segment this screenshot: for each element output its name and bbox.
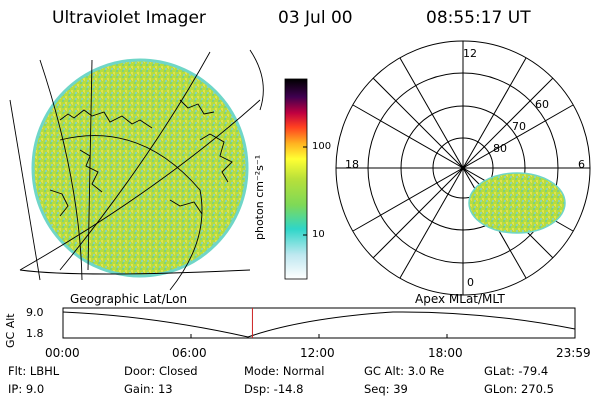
info-door: Door: Closed	[124, 364, 198, 378]
mlt-label-0: 0	[467, 276, 474, 289]
polar-plot	[335, 40, 591, 296]
mlat-label-80: 80	[493, 142, 507, 155]
grid-lines	[9, 49, 264, 291]
info-mode: Mode: Normal	[244, 364, 325, 378]
colorbar-tick-10: 10	[312, 229, 325, 240]
timeline-ytick-max: 9.0	[26, 306, 44, 319]
timeline-ylabel: GC Alt	[4, 313, 17, 348]
timeline-xtick-1800: 18:00	[428, 346, 463, 360]
timeline-ytick-min: 1.8	[26, 327, 44, 340]
mlt-label-18: 18	[345, 158, 359, 171]
timeline-xtick-2359: 23:59	[556, 346, 591, 360]
colorbar-unit-label: photon cm⁻²s⁻¹	[253, 154, 266, 240]
timeline-xtick-0600: 06:00	[172, 346, 207, 360]
mlat-label-70: 70	[512, 120, 526, 133]
observation-time: 08:55:17 UT	[426, 8, 531, 28]
aurora-disk	[31, 58, 249, 278]
left-panel-label: Geographic Lat/Lon	[70, 292, 188, 306]
mlt-label-12: 12	[463, 47, 477, 60]
info-ip: IP: 9.0	[8, 382, 45, 396]
info-gc-alt: GC Alt: 3.0 Re	[364, 364, 445, 378]
info-gain: Gain: 13	[124, 382, 173, 396]
info-seq: Seq: 39	[364, 382, 408, 396]
aurora-patch	[468, 172, 566, 234]
info-glon: GLon: 270.5	[484, 382, 554, 396]
info-filter: Flt: LBHL	[8, 364, 60, 378]
color-bar	[284, 78, 308, 280]
right-panel-label: Apex MLat/MLT	[415, 292, 505, 306]
coastlines	[49, 99, 233, 217]
instrument-title: Ultraviolet Imager	[52, 8, 206, 28]
colorbar-tick-100: 100	[312, 141, 332, 152]
observation-date: 03 Jul 00	[278, 8, 353, 28]
info-dsp: Dsp: -14.8	[244, 382, 304, 396]
timeline-plot	[62, 307, 576, 339]
timeline-xtick-0000: 00:00	[45, 346, 80, 360]
geographic-image	[9, 49, 264, 291]
timeline-xtick-1200: 12:00	[300, 346, 335, 360]
info-glat: GLat: -79.4	[484, 364, 549, 378]
mlt-label-6: 6	[578, 158, 585, 171]
mlat-label-60: 60	[535, 98, 549, 111]
